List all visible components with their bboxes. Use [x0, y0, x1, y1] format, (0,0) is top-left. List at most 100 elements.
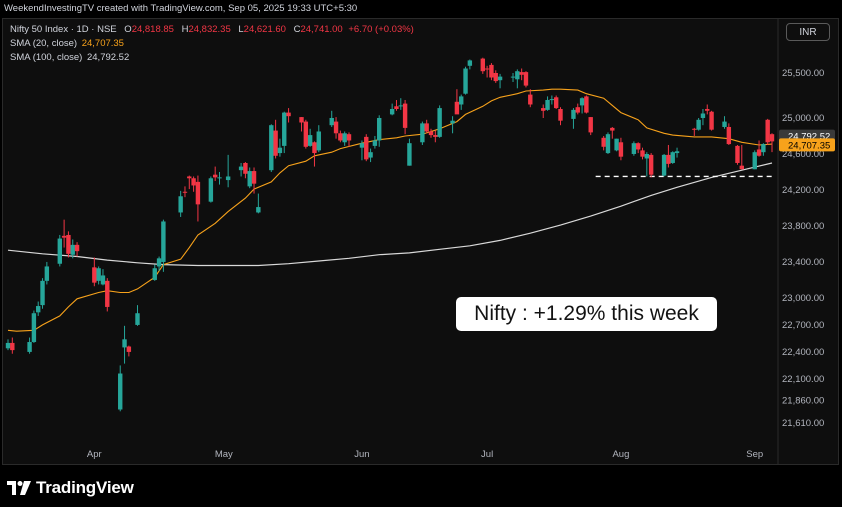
candle-up — [631, 143, 637, 154]
sma100-label: SMA (100, close) — [10, 52, 83, 63]
candle-up — [100, 275, 106, 285]
ohlc-high-value: 24,832.35 — [188, 24, 231, 35]
candle-up — [515, 71, 520, 80]
candle-down — [338, 133, 343, 141]
candle-down — [346, 134, 352, 141]
candle-down — [312, 142, 317, 154]
candle-down — [541, 108, 546, 111]
candle-down — [692, 128, 697, 130]
x-tick-label: Sep — [746, 449, 763, 460]
y-tick-label: 24,200.00 — [782, 185, 824, 196]
candle-up — [40, 280, 45, 306]
candle-down — [489, 64, 494, 78]
candle-up — [161, 221, 166, 262]
candle-down — [303, 121, 309, 147]
candle-up — [96, 268, 101, 281]
candle-down — [92, 267, 97, 283]
candle-down — [635, 143, 641, 150]
candle-up — [571, 109, 576, 119]
chart-area[interactable]: 21,610.00 21,860.00 22,100.00 22,400.00 22,7… — [2, 18, 839, 465]
candle-down — [299, 117, 304, 123]
candle-up — [238, 166, 244, 171]
candle-up — [459, 96, 464, 105]
candle-up — [277, 147, 283, 154]
candle-up — [696, 119, 701, 130]
candle-up — [118, 373, 123, 410]
x-tick-label: Apr — [87, 449, 102, 460]
candle-down — [333, 121, 339, 134]
candle-down — [735, 145, 740, 163]
candle-up — [282, 112, 287, 146]
candle-up — [674, 151, 680, 154]
ohlc-open-label: O — [124, 24, 132, 35]
candle-up — [44, 266, 50, 281]
candle-down — [402, 103, 408, 128]
candle-up — [722, 121, 727, 127]
legend-title: Nifty 50 Index · 1D · NSE — [10, 24, 117, 35]
candle-down — [584, 96, 589, 113]
x-tick-label: Jun — [354, 449, 369, 460]
candle-down — [66, 234, 71, 254]
candle-down — [364, 136, 369, 160]
candle-up — [247, 171, 252, 187]
currency-button[interactable]: INR — [786, 23, 830, 41]
candle-up — [70, 244, 75, 255]
candle-down — [212, 174, 218, 178]
candle-up — [661, 154, 667, 176]
candle-down — [61, 235, 67, 238]
sma100-price-label: 24,792.52 — [788, 132, 830, 143]
sma20-label: SMA (20, close) — [10, 38, 78, 49]
candle-up — [389, 108, 395, 115]
y-tick-label: 23,800.00 — [782, 221, 824, 232]
candle-down — [74, 244, 80, 252]
candle-up — [5, 342, 11, 349]
x-tick-label: Jul — [481, 449, 493, 460]
candle-up — [614, 138, 619, 151]
candle-up — [377, 117, 382, 141]
x-tick-label: May — [215, 449, 233, 460]
candle-up — [463, 68, 468, 94]
ohlc-close-label: C — [293, 24, 301, 35]
candle-down — [528, 94, 533, 105]
candle-up — [467, 60, 473, 66]
candle-down — [756, 149, 762, 156]
legend-main: Nifty 50 Index · 1D · NSE O24,818.85 H24… — [10, 24, 414, 35]
candle-down — [553, 97, 559, 109]
tradingview-logo-icon — [7, 481, 31, 495]
candle-down — [480, 58, 486, 72]
candle-up — [700, 113, 706, 118]
candle-down — [454, 101, 460, 115]
candle-up — [372, 140, 378, 146]
ohlc-low-value: 24,621.60 — [243, 24, 286, 35]
candle-down — [424, 123, 429, 132]
candle-up — [36, 306, 41, 313]
candle-down — [769, 134, 775, 142]
legend-sma20: SMA (20, close) 24,707.35 — [10, 38, 124, 49]
candle-up — [407, 143, 412, 166]
candle-up — [549, 99, 555, 101]
candle-up — [269, 125, 274, 171]
candle-down — [251, 171, 257, 184]
y-tick-label: 24,600.00 — [782, 149, 824, 160]
candle-up — [27, 342, 32, 352]
candle-down — [726, 126, 732, 145]
candle-up — [256, 207, 261, 213]
candle-up — [420, 123, 425, 143]
candle-up — [761, 144, 766, 153]
y-tick-label: 25,500.00 — [782, 68, 824, 79]
candle-down — [105, 280, 110, 307]
candle-up — [225, 176, 231, 181]
weekly-change-annotation: Nifty : +1.29% this week — [456, 297, 717, 331]
x-tick-label: Aug — [612, 449, 629, 460]
ohlc-high-label: H — [181, 24, 189, 35]
candle-down — [558, 108, 563, 121]
ohlc-open-value: 24,818.85 — [131, 24, 174, 35]
y-tick-label: 22,700.00 — [782, 320, 824, 331]
footer: TradingView — [0, 465, 842, 507]
candle-down — [618, 142, 624, 157]
candle-up — [135, 313, 140, 325]
price-chart[interactable]: 21,610.00 21,860.00 22,100.00 22,400.00 22,7… — [3, 19, 838, 464]
candle-up — [57, 238, 62, 264]
candle-down — [705, 108, 710, 111]
tradingview-logo[interactable]: TradingView — [7, 478, 134, 498]
